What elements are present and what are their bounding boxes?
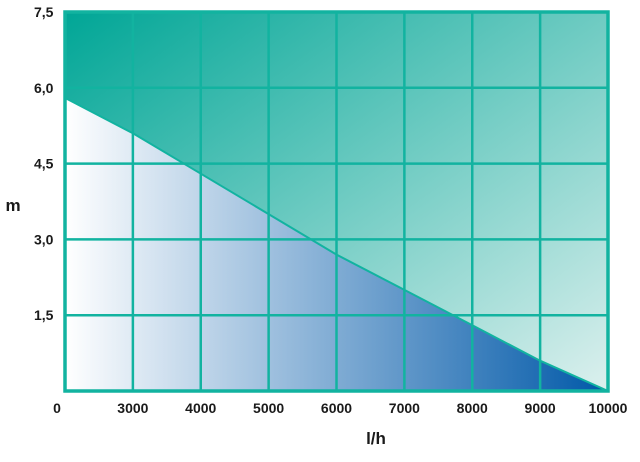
chart-frame xyxy=(63,10,610,393)
y-axis-ticks: 7,5 6,0 4,5 3,0 1,5 xyxy=(34,4,54,323)
y-tick-label: 3,0 xyxy=(34,231,54,247)
curve-group xyxy=(64,97,609,392)
x-tick-label: 10000 xyxy=(589,400,628,416)
x-tick-label: 3000 xyxy=(117,400,148,416)
chart-grid xyxy=(65,12,608,391)
y-tick-label: 7,5 xyxy=(34,4,54,20)
x-tick-label: 4000 xyxy=(185,400,216,416)
x-tick-label: 5000 xyxy=(253,400,284,416)
y-axis-label: m xyxy=(5,196,20,215)
x-tick-label: 9000 xyxy=(525,400,556,416)
x-tick-label: 0 xyxy=(53,400,61,416)
x-axis-ticks: 0 3000 4000 5000 6000 7000 8000 9000 10000 xyxy=(53,400,628,416)
x-tick-label: 7000 xyxy=(389,400,420,416)
x-tick-label: 8000 xyxy=(457,400,488,416)
pump-curve-line xyxy=(64,97,609,392)
y-tick-label: 4,5 xyxy=(34,156,54,172)
y-tick-label: 6,0 xyxy=(34,80,54,96)
x-tick-label: 6000 xyxy=(321,400,352,416)
x-axis-label: l/h xyxy=(366,429,386,448)
y-tick-label: 1,5 xyxy=(34,307,54,323)
plot-border xyxy=(63,10,610,393)
